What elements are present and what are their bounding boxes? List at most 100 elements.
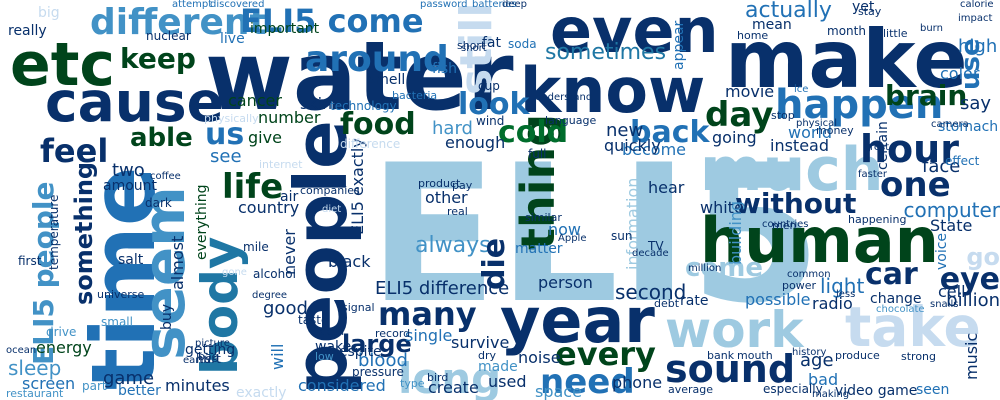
word-teeth: teeth xyxy=(315,325,345,338)
word-human: human xyxy=(700,204,939,277)
word-deep: deep xyxy=(502,0,527,10)
word-cold: cold xyxy=(498,115,569,150)
word-blood: blood xyxy=(358,350,408,371)
word-men: men xyxy=(772,219,797,232)
word-us: us xyxy=(205,117,245,152)
word-second: second xyxy=(615,280,687,304)
word-fat: fat xyxy=(482,35,501,51)
word-change: change xyxy=(870,291,922,307)
word-one: one xyxy=(880,165,951,205)
word-happening: happening xyxy=(848,213,907,226)
word-especially: especially xyxy=(763,382,823,396)
word-computer: computer xyxy=(903,198,1000,222)
word-live: live xyxy=(220,31,245,47)
word-year: year xyxy=(500,284,655,357)
word-movie: movie xyxy=(725,82,775,101)
word-make: make xyxy=(725,13,968,106)
word-yet: yet xyxy=(852,0,875,15)
word-other: other xyxy=(425,188,468,207)
word-minutes: minutes xyxy=(165,376,230,395)
word-almost: almost xyxy=(168,235,187,290)
word-small: small xyxy=(101,315,133,329)
word-million: million xyxy=(688,263,722,274)
word-around: around xyxy=(305,39,449,80)
word-say: say xyxy=(960,93,992,114)
word-water: water xyxy=(205,22,514,132)
word-power: power xyxy=(782,279,816,292)
word-need: need xyxy=(540,362,635,400)
word-quickly: quickly xyxy=(604,136,661,155)
word-work: work xyxy=(665,301,804,359)
word-take: take xyxy=(845,295,981,359)
word-debt: debt xyxy=(654,297,680,310)
word-eli5: ELI5 xyxy=(368,124,822,345)
word-mile: mile xyxy=(243,240,269,254)
word-light: light xyxy=(820,274,865,298)
word-short: short xyxy=(461,43,487,54)
word-eli5-come: ELI5 come xyxy=(240,2,424,40)
word-getting: getting xyxy=(185,342,236,358)
word-rate: rate xyxy=(680,293,709,309)
word-attempt: attempt xyxy=(172,0,213,10)
word-white: white xyxy=(700,198,744,217)
word-signal: signal xyxy=(342,301,375,314)
word-screen: screen xyxy=(22,374,76,393)
word-home: home xyxy=(737,29,769,42)
word-phone: phone xyxy=(612,373,663,392)
word-first: first xyxy=(18,254,42,268)
word-discovered: discovered xyxy=(210,0,265,10)
word-buy: buy xyxy=(159,303,175,330)
word-building: building xyxy=(726,200,745,265)
word-video-game: video game xyxy=(835,383,918,399)
word-universe: universe xyxy=(97,288,145,301)
word-black: black xyxy=(328,252,371,271)
word-type: type xyxy=(400,377,425,390)
word-pay: pay xyxy=(452,179,473,192)
word-appear: appear xyxy=(671,20,687,70)
word-music: music xyxy=(962,332,981,380)
word-good: good xyxy=(263,298,308,319)
word-password: password xyxy=(420,0,468,10)
word-product: product xyxy=(418,177,461,190)
word-game: game xyxy=(103,368,155,389)
word-nuclear: nuclear xyxy=(146,29,191,43)
word-noise: noise xyxy=(518,348,561,367)
word-temperature: temperature xyxy=(47,194,61,270)
word-face: face xyxy=(922,156,961,177)
word-country: country xyxy=(238,198,300,217)
word-faster: faster xyxy=(858,169,888,180)
word-record: record xyxy=(375,327,411,340)
word-become: become xyxy=(622,140,687,159)
word-impact: impact xyxy=(958,13,993,24)
word-age: age xyxy=(800,350,834,371)
word-will: will xyxy=(268,343,287,370)
word-wind: wind xyxy=(476,114,505,128)
word-hurt: hurt xyxy=(196,352,221,366)
word-create: create xyxy=(428,378,479,397)
word-possible: possible xyxy=(745,290,811,309)
word-effect: effect xyxy=(945,154,980,168)
word-making: making xyxy=(812,389,850,400)
word-amount: amount xyxy=(103,178,158,194)
word-tv: TV xyxy=(648,239,664,253)
word-sun: sun xyxy=(611,229,633,243)
word-big: big xyxy=(38,5,60,21)
word-drive: drive xyxy=(46,325,77,339)
word-soda: soda xyxy=(508,37,537,51)
word-hear: hear xyxy=(648,178,685,197)
word-alcohol: alcohol xyxy=(253,267,296,281)
word-sometimes: sometimes xyxy=(545,40,667,65)
word-little: little xyxy=(883,27,908,40)
word-state: State xyxy=(930,216,973,235)
word-stomach: stomach xyxy=(938,119,999,135)
word-produce: produce xyxy=(835,349,880,362)
word-despite: despite xyxy=(330,344,382,360)
word-instead: instead xyxy=(770,136,829,155)
word-bank: bank xyxy=(707,349,735,362)
word-bag: bag xyxy=(198,350,219,363)
word-bacteria: bacteria xyxy=(392,89,438,102)
word-energy: energy xyxy=(36,338,92,357)
word-language: language xyxy=(545,114,597,127)
word-always: always xyxy=(415,233,491,258)
